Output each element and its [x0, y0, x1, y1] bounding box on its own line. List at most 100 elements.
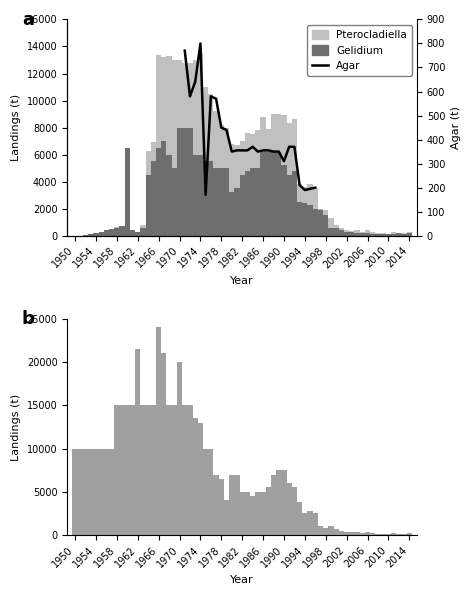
Text: b: b: [22, 310, 34, 328]
Bar: [302, 203, 307, 235]
Bar: [119, 405, 125, 535]
Bar: [245, 171, 250, 235]
Bar: [161, 353, 167, 535]
Bar: [365, 532, 370, 535]
Bar: [370, 533, 375, 535]
Agar: [250, 143, 255, 150]
Bar: [365, 230, 370, 233]
Bar: [297, 502, 302, 535]
Bar: [198, 154, 203, 235]
Bar: [140, 225, 145, 228]
Bar: [276, 152, 281, 235]
Bar: [334, 529, 339, 535]
Bar: [281, 470, 287, 535]
Bar: [213, 474, 219, 535]
Bar: [370, 232, 375, 234]
Bar: [287, 175, 292, 235]
Bar: [354, 230, 360, 233]
Bar: [297, 184, 302, 202]
Bar: [380, 234, 386, 235]
Bar: [334, 225, 339, 228]
Bar: [276, 114, 281, 152]
X-axis label: Year: Year: [230, 275, 254, 285]
Bar: [125, 405, 130, 535]
Bar: [151, 142, 156, 162]
X-axis label: Year: Year: [230, 575, 254, 585]
Bar: [318, 209, 323, 210]
Legend: Pterocladiella, Gelidium, Agar: Pterocladiella, Gelidium, Agar: [307, 24, 412, 76]
Bar: [323, 215, 329, 235]
Bar: [219, 168, 224, 235]
Bar: [261, 152, 266, 235]
Agar: [287, 143, 292, 150]
Bar: [156, 55, 161, 148]
Bar: [402, 233, 407, 234]
Bar: [93, 449, 99, 535]
Bar: [177, 60, 182, 128]
Bar: [375, 234, 380, 235]
Bar: [73, 449, 78, 535]
Bar: [281, 165, 287, 235]
Agar: [302, 187, 308, 194]
Agar: [208, 93, 214, 100]
Bar: [172, 168, 177, 235]
Bar: [360, 232, 365, 233]
Bar: [386, 534, 391, 535]
Bar: [203, 449, 208, 535]
Agar: [265, 147, 271, 154]
Agar: [244, 147, 250, 154]
Bar: [318, 526, 323, 535]
Bar: [307, 204, 312, 235]
Bar: [339, 228, 344, 230]
Bar: [266, 152, 271, 235]
Bar: [271, 474, 276, 535]
Bar: [130, 405, 135, 535]
Bar: [177, 128, 182, 235]
Bar: [140, 228, 145, 235]
Bar: [161, 141, 167, 235]
Bar: [213, 111, 219, 168]
Agar: [239, 147, 245, 154]
Agar: [229, 148, 235, 155]
Bar: [349, 232, 354, 235]
Bar: [344, 532, 349, 535]
Bar: [193, 60, 198, 154]
Bar: [380, 534, 386, 535]
Bar: [307, 511, 312, 535]
Agar: [281, 157, 287, 164]
Bar: [99, 232, 104, 235]
Bar: [245, 492, 250, 535]
Bar: [203, 87, 208, 162]
Bar: [302, 513, 307, 535]
Bar: [261, 117, 266, 152]
Bar: [354, 233, 360, 235]
Bar: [360, 533, 365, 535]
Bar: [208, 162, 213, 235]
Bar: [250, 168, 255, 235]
Bar: [323, 210, 329, 215]
Agar: [203, 191, 209, 198]
Bar: [219, 125, 224, 168]
Bar: [78, 449, 83, 535]
Bar: [365, 233, 370, 235]
Bar: [182, 128, 187, 235]
Bar: [145, 405, 151, 535]
Bar: [297, 202, 302, 235]
Bar: [302, 187, 307, 203]
Bar: [407, 533, 412, 535]
Bar: [88, 449, 93, 535]
Bar: [250, 134, 255, 168]
Bar: [402, 234, 407, 235]
Agar: [219, 124, 224, 131]
Agar: [307, 185, 313, 193]
Bar: [224, 501, 229, 535]
Bar: [109, 229, 114, 235]
Bar: [167, 405, 172, 535]
Bar: [312, 188, 318, 209]
Bar: [287, 123, 292, 175]
Bar: [93, 233, 99, 235]
Bar: [177, 362, 182, 535]
Agar: [255, 148, 261, 155]
Bar: [287, 483, 292, 535]
Bar: [187, 405, 193, 535]
